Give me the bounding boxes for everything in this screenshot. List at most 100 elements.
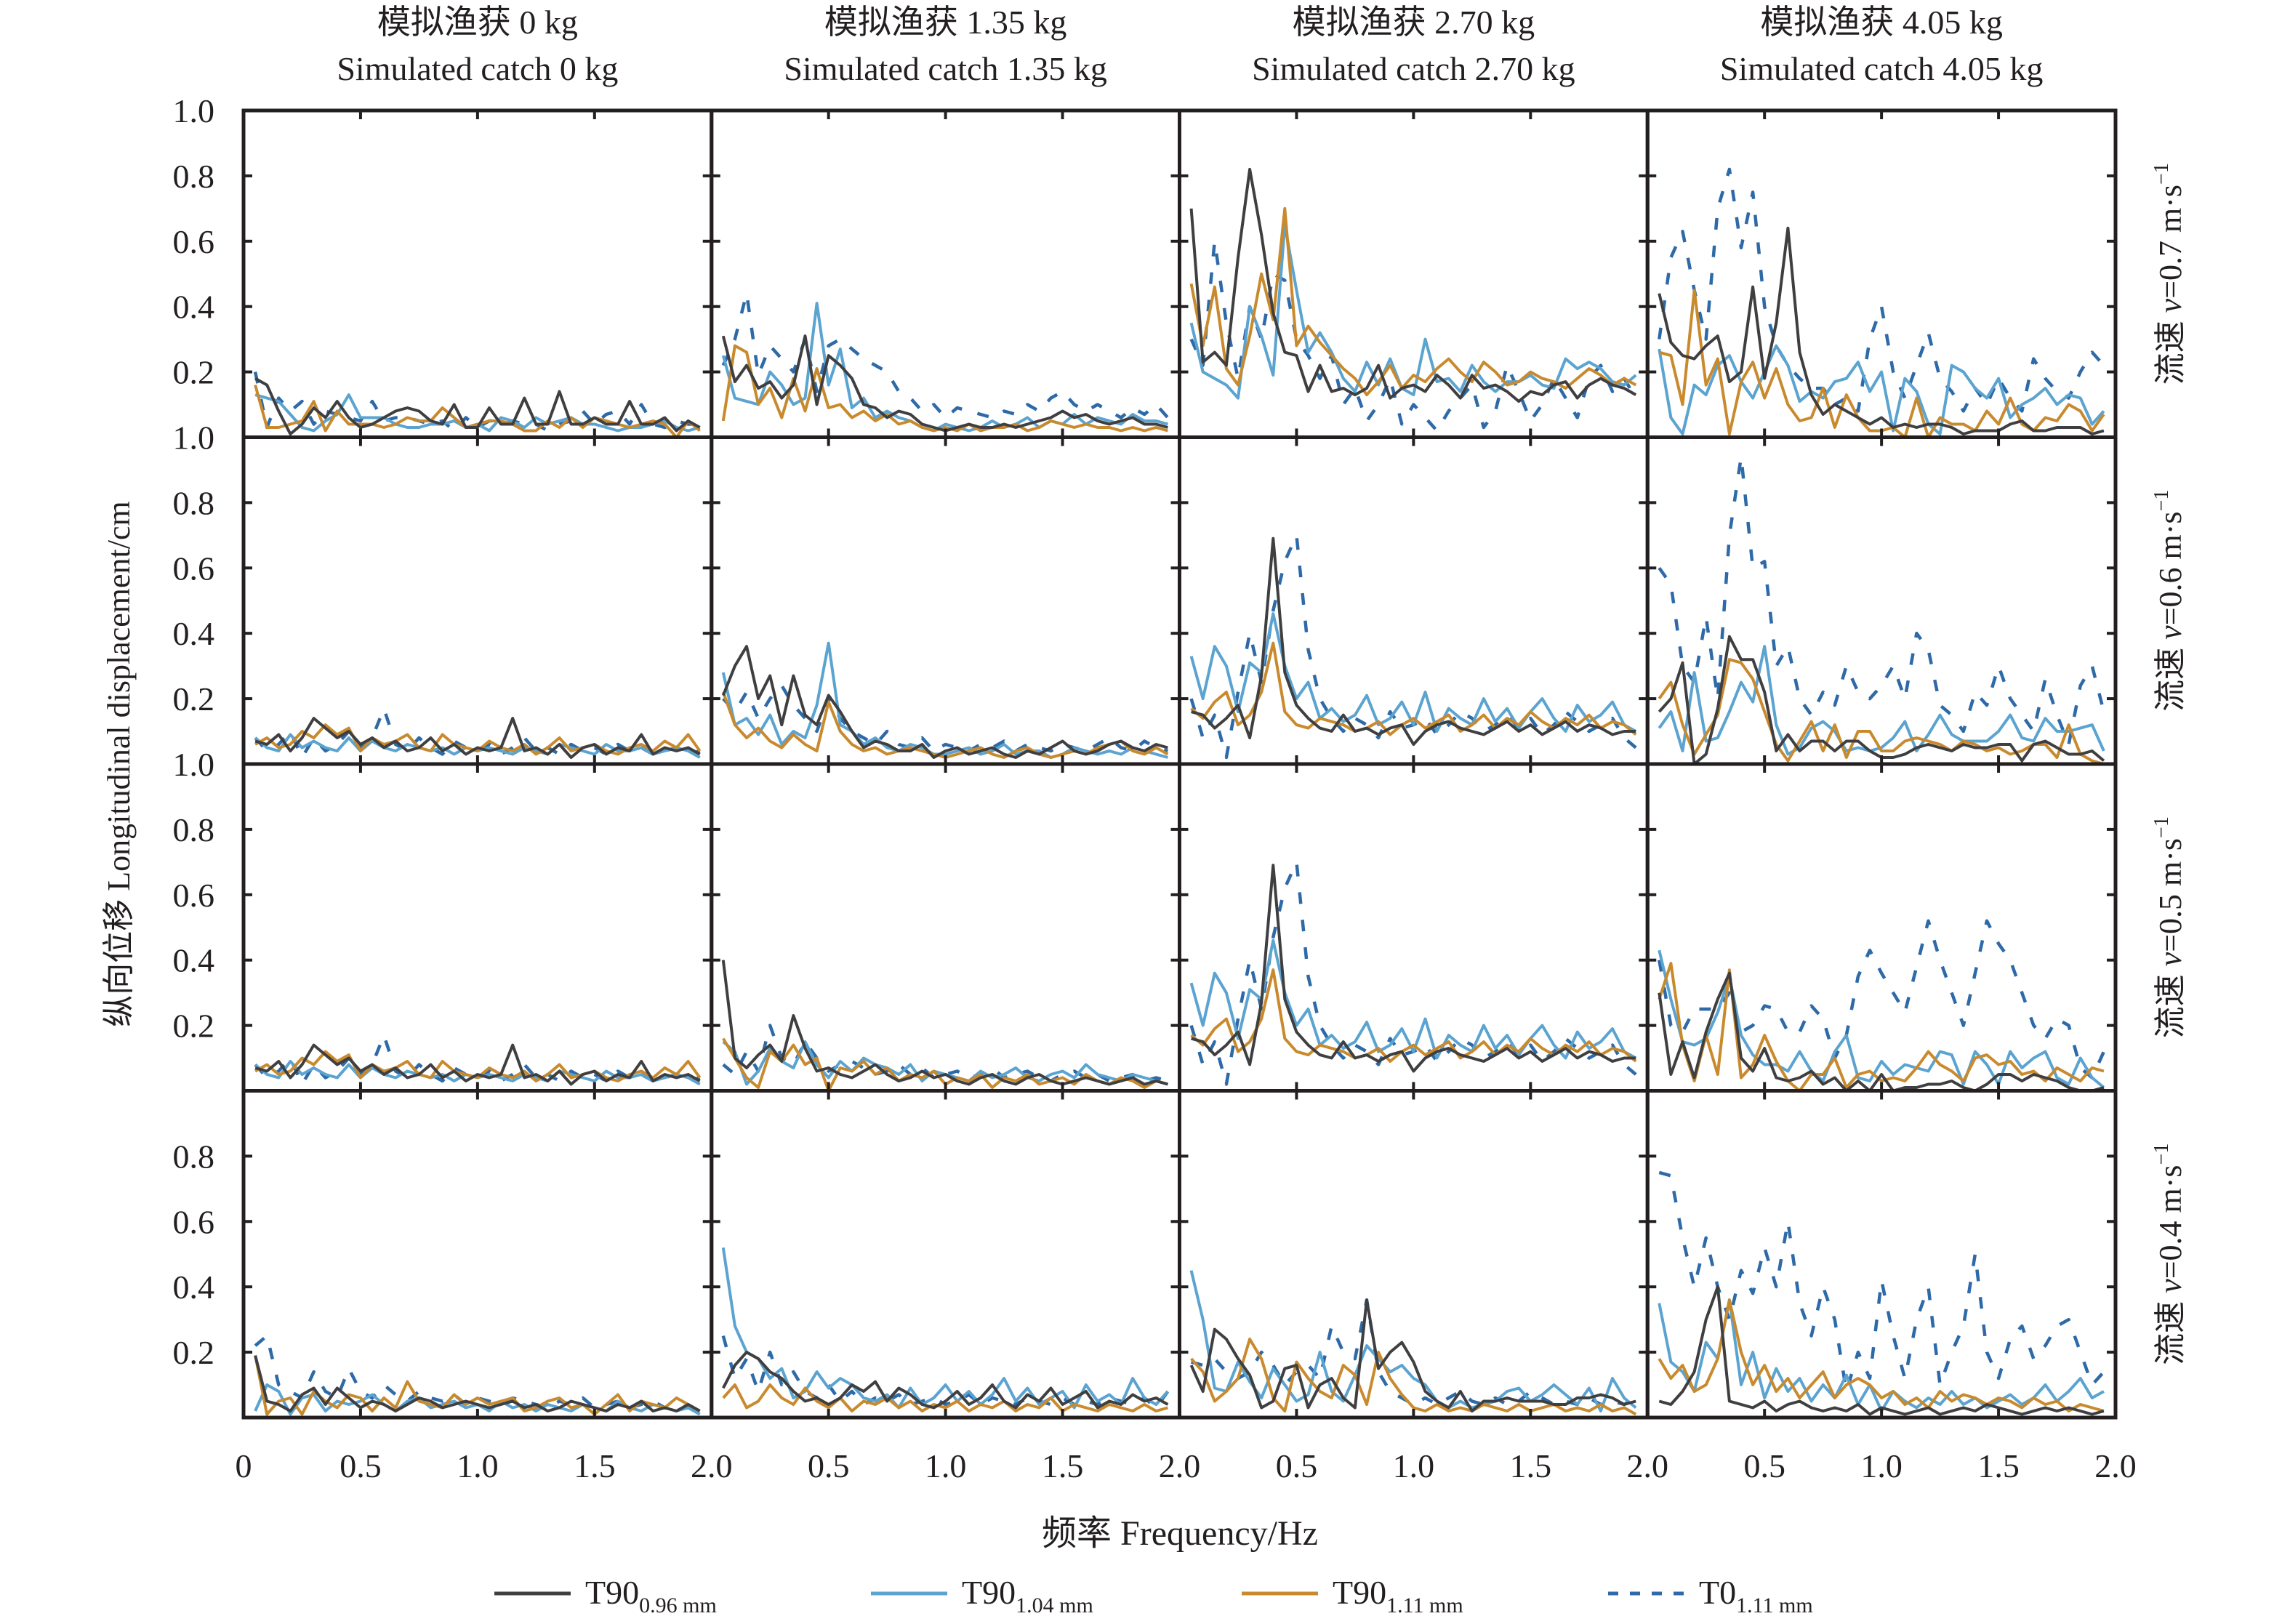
series-line-t0-111 bbox=[1658, 1170, 2105, 1394]
series-line-t90-104 bbox=[1658, 645, 2105, 756]
row-label-sup: −1 bbox=[2150, 1143, 2173, 1165]
series-line-t90-096 bbox=[722, 1351, 1169, 1410]
row-label-value: =0.4 m·s bbox=[2153, 1165, 2188, 1279]
row-label-var: v bbox=[2153, 1279, 2188, 1293]
panel-r1-c3 bbox=[1645, 435, 2118, 766]
y-tick-label: 1.0 bbox=[173, 746, 215, 783]
series-line-t0-111 bbox=[722, 683, 1169, 753]
row-label-var: v bbox=[2153, 298, 2188, 313]
row-label: 流速 v=0.4 m·s−1 bbox=[2150, 1143, 2188, 1365]
series-line-t90-111 bbox=[722, 1383, 1168, 1412]
x-tick-label: 1.5 bbox=[1977, 1447, 2020, 1484]
panel-r0-c0 bbox=[241, 108, 714, 439]
x-tick-label: 1.0 bbox=[925, 1447, 967, 1484]
series-line-t0-111 bbox=[721, 1335, 1170, 1410]
legend-label: T900.96 mm bbox=[585, 1574, 717, 1617]
y-tick-label: 0.4 bbox=[173, 289, 215, 326]
x-tick-label: 0 bbox=[236, 1447, 252, 1484]
panel-frame bbox=[241, 435, 714, 766]
x-tick-label: 1.5 bbox=[1510, 1447, 1552, 1484]
series-line-t0-111 bbox=[254, 1334, 701, 1413]
panel-frame bbox=[241, 108, 714, 439]
series-line-t90-096 bbox=[721, 645, 1168, 759]
panel-r2-c3 bbox=[1645, 762, 2118, 1093]
y-tick-label: 0.2 bbox=[173, 1334, 215, 1371]
x-axis-label: 频率 Frequency/Hz bbox=[1042, 1514, 1318, 1553]
panel-r2-c0 bbox=[241, 762, 714, 1093]
series-line-t90-111 bbox=[1190, 968, 1637, 1063]
y-tick-label: 0.4 bbox=[173, 942, 215, 979]
series-line-t90-096 bbox=[1658, 1285, 2105, 1416]
row-label-value: =0.7 m·s bbox=[2153, 185, 2188, 299]
column-headers: 模拟渔获 0 kg Simulated catch 0 kg 模拟渔获 1.35 k… bbox=[337, 4, 2043, 87]
panel-r3-c3 bbox=[1645, 1089, 2118, 1420]
legend-label-base: T90 bbox=[585, 1574, 639, 1611]
column-header-en: Simulated catch 2.70 kg bbox=[1252, 50, 1575, 87]
x-tick-label: 0.5 bbox=[808, 1447, 850, 1484]
y-tick-label: 0.6 bbox=[173, 877, 215, 914]
x-tick-label: 2.0 bbox=[1627, 1447, 1669, 1484]
y-tick-label: 1.0 bbox=[173, 92, 215, 129]
series-line-t90-104 bbox=[1189, 1270, 1637, 1412]
panel-r0-c1 bbox=[710, 108, 1181, 439]
y-tick-label: 0.2 bbox=[173, 1008, 215, 1045]
series-line-t90-104 bbox=[1189, 612, 1637, 733]
legend-label-sub: 1.11 mm bbox=[1736, 1593, 1813, 1617]
row-label-prefix: 流速 bbox=[2153, 640, 2188, 712]
y-tick-label: 0.8 bbox=[173, 484, 215, 521]
y-tick-label: 0.6 bbox=[173, 223, 215, 260]
row-label: 流速 v=0.6 m·s−1 bbox=[2150, 490, 2188, 712]
series-line-t0-111 bbox=[1658, 919, 2105, 1080]
series-line-t90-096 bbox=[254, 1355, 701, 1412]
series-line-t90-111 bbox=[1190, 641, 1637, 736]
series-line-t90-096 bbox=[721, 960, 1168, 1086]
series-line-t90-104 bbox=[721, 1247, 1169, 1410]
series-line-t90-111 bbox=[254, 385, 701, 439]
series-line-t90-111 bbox=[1189, 206, 1637, 397]
series-line-t90-104 bbox=[1189, 223, 1637, 400]
series-line-t90-096 bbox=[1658, 971, 2105, 1093]
series-line-t90-096 bbox=[254, 1043, 701, 1086]
row-label-value: =0.5 m·s bbox=[2153, 838, 2188, 952]
series-line-t0-111 bbox=[1658, 167, 2105, 413]
series-line-t90-096 bbox=[1191, 864, 1636, 1073]
row-label-sup: −1 bbox=[2150, 490, 2173, 512]
legend-label-base: T0 bbox=[1699, 1574, 1736, 1611]
series-line-t90-096 bbox=[1191, 536, 1636, 746]
legend: T900.96 mm T901.04 mm T901.11 mm T01.11 mm bbox=[494, 1574, 1813, 1617]
series-line-t90-096 bbox=[254, 377, 701, 435]
panel-r3-c2 bbox=[1178, 1089, 1650, 1420]
series-line-t90-111 bbox=[1658, 1298, 2105, 1412]
row-label-value: =0.6 m·s bbox=[2153, 511, 2188, 625]
series-line-t0-111 bbox=[1189, 239, 1638, 433]
legend-label-base: T90 bbox=[1333, 1574, 1386, 1611]
legend-label: T01.11 mm bbox=[1699, 1574, 1813, 1617]
panel-r3-c0 bbox=[241, 1089, 714, 1420]
series-line-t90-111 bbox=[721, 344, 1168, 433]
series-line-t90-096 bbox=[1189, 1298, 1636, 1412]
panel-r0-c3 bbox=[1645, 108, 2118, 439]
legend-label-sub: 0.96 mm bbox=[639, 1593, 717, 1617]
panel-r3-c1 bbox=[710, 1089, 1181, 1420]
y-tick-label: 0.4 bbox=[173, 615, 215, 652]
series-line-t90-111 bbox=[1190, 1338, 1637, 1416]
panel-frame bbox=[710, 435, 1181, 766]
x-tick-label: 0.5 bbox=[340, 1447, 382, 1484]
x-tick-label: 1.0 bbox=[457, 1447, 499, 1484]
panel-grid: 1.0 0.8 0.6 0.4 0.2 1.0 0.8 0.6 0.4 0.2 1.0 0.8 0.6 0… bbox=[173, 92, 2137, 1484]
panel-frame bbox=[710, 108, 1181, 439]
column-header-cn: 模拟渔获 4.05 kg bbox=[1760, 4, 2003, 41]
x-tick-label: 2.0 bbox=[2094, 1447, 2137, 1484]
legend-label-sub: 1.04 mm bbox=[1016, 1593, 1093, 1617]
series-line-t90-111 bbox=[1658, 658, 2105, 765]
series-line-t90-104 bbox=[721, 302, 1168, 433]
y-tick-label: 0.8 bbox=[173, 811, 215, 848]
panel-frame bbox=[1178, 1089, 1650, 1420]
legend-label: T901.04 mm bbox=[962, 1574, 1093, 1617]
panel-r1-c2 bbox=[1178, 435, 1650, 766]
panel-r1-c1 bbox=[710, 435, 1181, 766]
series-line-t90-096 bbox=[254, 717, 701, 759]
column-header-cn: 模拟渔获 0 kg bbox=[377, 4, 578, 41]
x-tick-label: 2.0 bbox=[691, 1447, 733, 1484]
